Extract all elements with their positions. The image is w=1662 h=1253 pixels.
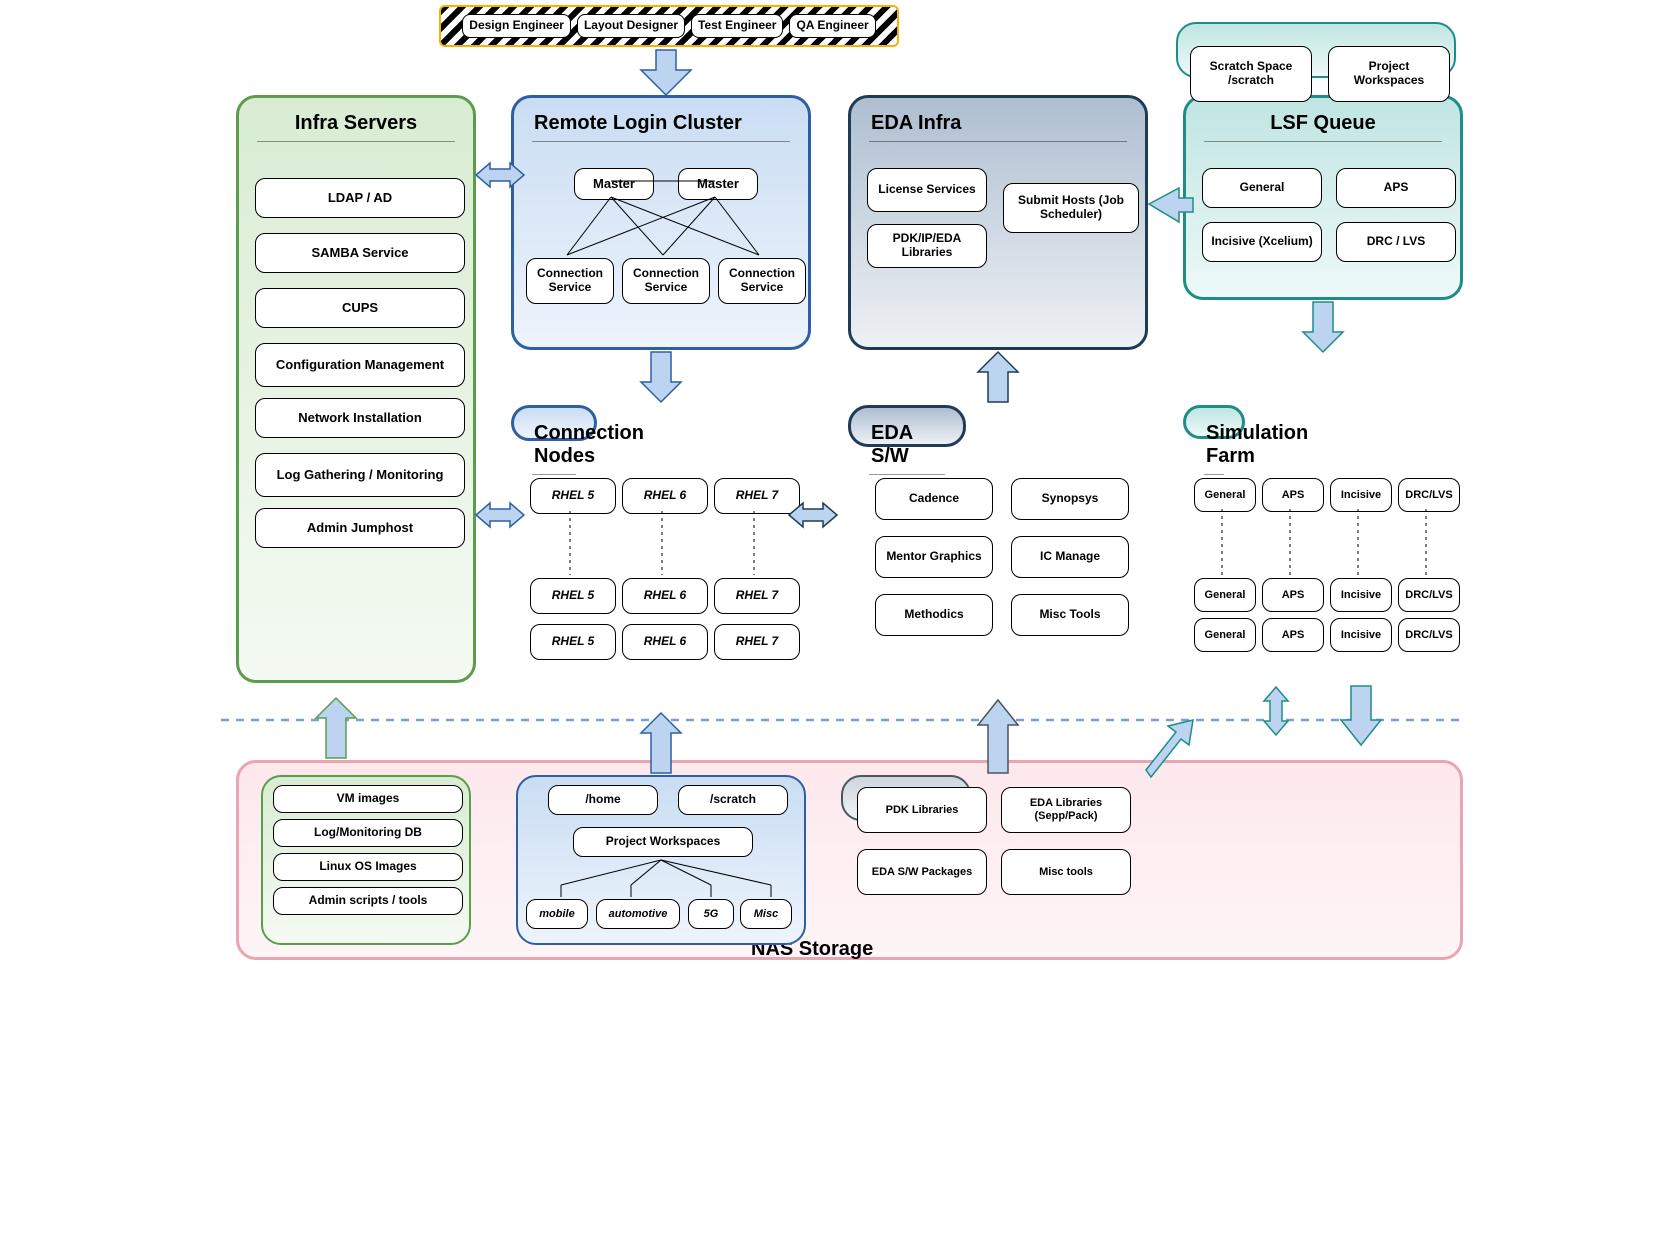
sim-item: Incisive <box>1330 478 1392 512</box>
sim-item: Incisive <box>1330 578 1392 612</box>
rlc-service: Connection Service <box>718 258 806 304</box>
panel-conn: Connection NodesRHEL 5RHEL 6RHEL 7RHEL 5… <box>511 405 597 441</box>
rlc-service: Connection Service <box>622 258 710 304</box>
nas-blue: /home/scratch Project Workspaces mobile aut… <box>516 775 806 945</box>
infra-item: CUPS <box>255 288 465 328</box>
infra-item: Log Gathering / Monitoring <box>255 453 465 497</box>
sim-item: DRC/LVS <box>1398 578 1460 612</box>
conn-node: RHEL 5 <box>530 624 616 660</box>
infra-item: Admin Jumphost <box>255 508 465 548</box>
lsf-item: Incisive (Xcelium) <box>1202 222 1322 262</box>
nas-teal-item: Project Workspaces <box>1328 46 1450 102</box>
panel-title: EDA Infra <box>851 98 1145 141</box>
infra-item: LDAP / AD <box>255 178 465 218</box>
lsf-item: APS <box>1336 168 1456 208</box>
lsf-item: General <box>1202 168 1322 208</box>
nas-blue-bot: mobile <box>526 899 588 929</box>
conn-node: RHEL 6 <box>622 478 708 514</box>
lsf-item: DRC / LVS <box>1336 222 1456 262</box>
eda-infra-item: PDK/IP/EDA Libraries <box>867 224 987 268</box>
eda-sw-item: Synopsys <box>1011 478 1129 520</box>
panel-title: Remote Login Cluster <box>514 98 808 141</box>
sim-item: General <box>1194 478 1256 512</box>
nas-grey-item: EDA Libraries (Sepp/Pack) <box>1001 787 1131 833</box>
nas-blue-bot: automotive <box>596 899 680 929</box>
panel-lsf: LSF Queue General APS Incisive (Xcelium) DRC… <box>1183 95 1463 300</box>
sim-item: DRC/LVS <box>1398 478 1460 512</box>
nas-grey: PDK LibrariesEDA Libraries (Sepp/Pack)ED… <box>841 775 971 821</box>
nas-blue-bot: Misc <box>740 899 792 929</box>
panel-sim: Simulation FarmGeneralAPSIncisiveDRC/LVS… <box>1183 405 1245 439</box>
infra-item: Configuration Management <box>255 343 465 387</box>
nas-blue-mid: Project Workspaces <box>573 827 753 857</box>
nas-green-item: Log/Monitoring DB <box>273 819 463 847</box>
sim-item: DRC/LVS <box>1398 618 1460 652</box>
role-3: QA Engineer <box>789 14 875 37</box>
panel-eda_infra: EDA Infra License Services PDK/IP/EDA Libr… <box>848 95 1148 350</box>
eda-sw-item: Mentor Graphics <box>875 536 993 578</box>
conn-node: RHEL 7 <box>714 478 800 514</box>
eda-sw-item: Methodics <box>875 594 993 636</box>
panel-title: LSF Queue <box>1186 98 1460 141</box>
rlc-master: Master <box>574 168 654 200</box>
sim-item: APS <box>1262 578 1324 612</box>
nas-grey-item: PDK Libraries <box>857 787 987 833</box>
panel-rlc: Remote Login Cluster Master Master Connecti… <box>511 95 811 350</box>
conn-node: RHEL 6 <box>622 578 708 614</box>
conn-node: RHEL 5 <box>530 478 616 514</box>
panel-title: Simulation Farm <box>1186 408 1242 474</box>
eda-sw-item: IC Manage <box>1011 536 1129 578</box>
role-0: Design Engineer <box>462 14 571 37</box>
sim-item: General <box>1194 618 1256 652</box>
conn-node: RHEL 6 <box>622 624 708 660</box>
role-1: Layout Designer <box>577 14 685 37</box>
nas-blue-top: /scratch <box>678 785 788 815</box>
panel-title: EDA S/W <box>851 408 963 474</box>
nas-grey-item: Misc tools <box>1001 849 1131 895</box>
sim-item: APS <box>1262 618 1324 652</box>
panel-infra: Infra Servers LDAP / AD SAMBA Service CUPS C… <box>236 95 476 683</box>
conn-node: RHEL 7 <box>714 578 800 614</box>
nas-green-item: VM images <box>273 785 463 813</box>
nas-grey-item: EDA S/W Packages <box>857 849 987 895</box>
conn-node: RHEL 7 <box>714 624 800 660</box>
nas-green-item: Linux OS Images <box>273 853 463 881</box>
panel-title: Infra Servers <box>239 98 473 141</box>
panel-title: Connection Nodes <box>514 408 594 474</box>
sim-item: Incisive <box>1330 618 1392 652</box>
conn-node: RHEL 5 <box>530 578 616 614</box>
nas-blue-top: /home <box>548 785 658 815</box>
infra-item: Network Installation <box>255 398 465 438</box>
roles-strip: Design Engineer Layout Designer Test Engin… <box>439 5 899 47</box>
nas-teal-item: Scratch Space /scratch <box>1190 46 1312 102</box>
sim-item: APS <box>1262 478 1324 512</box>
rlc-master: Master <box>678 168 758 200</box>
rlc-service: Connection Service <box>526 258 614 304</box>
nas-teal: Scratch Space /scratchProject Workspaces <box>1176 22 1456 78</box>
nas-blue-bot: 5G <box>688 899 734 929</box>
nas-green: VM images Log/Monitoring DB Linux OS Image… <box>261 775 471 945</box>
sim-item: General <box>1194 578 1256 612</box>
role-2: Test Engineer <box>691 14 783 37</box>
eda-infra-submit: Submit Hosts (Job Scheduler) <box>1003 183 1139 233</box>
nas-green-item: Admin scripts / tools <box>273 887 463 915</box>
infra-item: SAMBA Service <box>255 233 465 273</box>
panel-eda_sw: EDA S/WCadenceSynopsysMentor GraphicsIC … <box>848 405 966 447</box>
eda-sw-item: Cadence <box>875 478 993 520</box>
eda-infra-item: License Services <box>867 168 987 212</box>
eda-sw-item: Misc Tools <box>1011 594 1129 636</box>
